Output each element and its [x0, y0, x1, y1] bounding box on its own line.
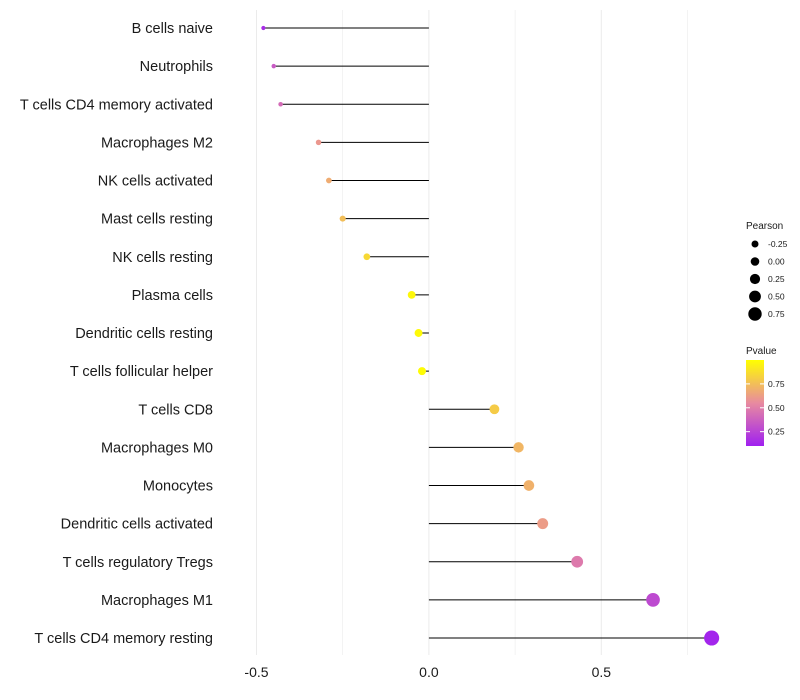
category-label: Plasma cells	[132, 288, 213, 304]
data-point	[646, 593, 660, 607]
legend-size-label: -0.25	[768, 239, 788, 249]
category-label: Dendritic cells activated	[61, 517, 213, 533]
data-point	[417, 367, 427, 376]
data-point	[315, 139, 322, 146]
category-label: Neutrophils	[140, 59, 213, 75]
legend-size-dot	[750, 257, 760, 266]
legend-size-dot	[751, 240, 759, 248]
category-label: T cells follicular helper	[70, 364, 213, 380]
legend-size-label: 0.00	[768, 257, 785, 267]
legend-color-label: 0.25	[768, 427, 785, 437]
category-label: T cells CD4 memory activated	[20, 97, 213, 113]
legend-pearson: Pearson -0.25 0.00 0.25 0.50 0.75	[746, 221, 788, 321]
data-point	[363, 253, 371, 261]
legend-size-label: 0.75	[768, 309, 785, 319]
data-point	[704, 630, 720, 646]
x-tick-label: 0.0	[419, 664, 439, 680]
data-point	[489, 404, 500, 415]
stems	[263, 27, 712, 639]
data-point	[537, 518, 549, 530]
data-point	[407, 290, 416, 299]
legend-color-label: 0.75	[768, 379, 785, 389]
data-point	[326, 177, 332, 184]
data-point	[271, 63, 276, 69]
category-label: Mast cells resting	[101, 212, 213, 228]
data-point	[261, 25, 266, 31]
category-label: Monocytes	[143, 479, 213, 495]
legend-color-label: 0.50	[768, 403, 785, 413]
points	[261, 25, 720, 646]
category-label: B cells naive	[132, 21, 213, 37]
category-label: NK cells resting	[112, 250, 213, 266]
legend-size-label: 0.50	[768, 292, 785, 302]
legend-size-dot	[749, 290, 761, 303]
legend-size-label: 0.25	[768, 274, 785, 284]
data-point	[523, 480, 535, 491]
legend-pvalue: Pvalue 0.75 0.50 0.25	[746, 346, 785, 446]
category-label: Macrophages M0	[101, 440, 213, 456]
data-point	[278, 101, 283, 107]
category-label: Macrophages M1	[101, 593, 213, 609]
data-point	[339, 215, 346, 222]
category-labels: B cells naive Neutrophils T cells CD4 memo…	[20, 21, 213, 647]
legend-pvalue-title: Pvalue	[746, 346, 777, 357]
category-label: Macrophages M2	[101, 135, 213, 151]
category-label: Dendritic cells resting	[75, 326, 213, 342]
data-point	[571, 555, 584, 568]
legend-size-dot	[749, 273, 761, 285]
legend-pearson-title: Pearson	[746, 221, 783, 232]
category-label: T cells CD8	[138, 402, 213, 418]
category-label: T cells CD4 memory resting	[34, 631, 213, 647]
x-tick-label: 0.5	[592, 664, 612, 680]
category-label: T cells regulatory Tregs	[63, 555, 213, 571]
grid-lines	[255, 10, 688, 655]
x-tick-label: -0.5	[244, 664, 268, 680]
data-point	[513, 442, 524, 453]
x-axis-ticks: -0.5 0.0 0.5	[244, 664, 611, 680]
category-label: NK cells activated	[98, 174, 213, 190]
data-point	[414, 329, 423, 337]
legend-colorbar	[746, 360, 764, 446]
legend-size-dot	[748, 307, 762, 321]
